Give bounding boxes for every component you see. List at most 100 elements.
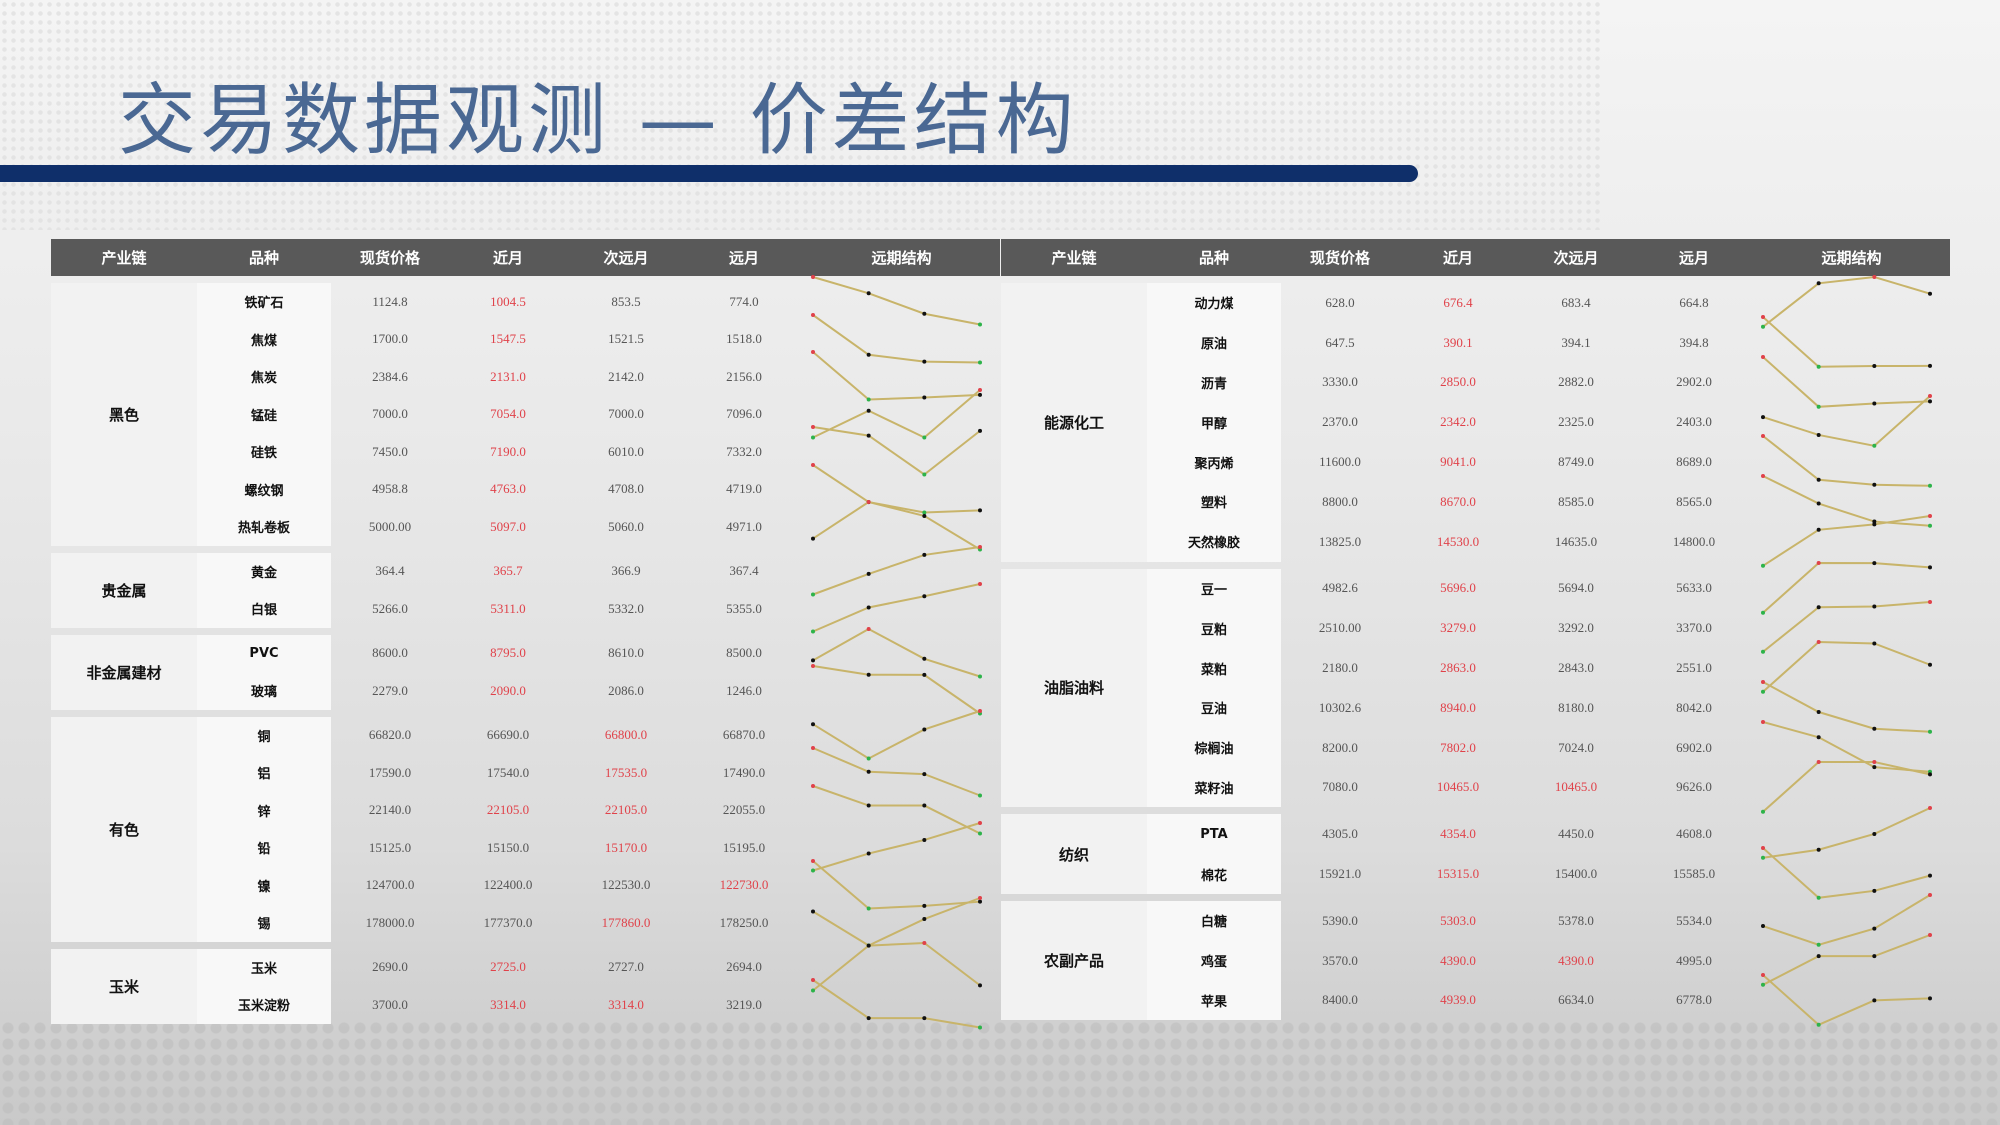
header-cell: 次远月 <box>1553 249 1599 267</box>
spot-price: 7080.0 <box>1322 779 1358 795</box>
sparkline-line <box>1762 475 1931 527</box>
group-rows: 黄金 364.4 365.7 366.9 367.4 白银 5266.0 5311.0 5332… <box>197 544 1000 634</box>
variety-name: 玻璃 <box>197 672 331 710</box>
variety-name: 镍 <box>197 866 331 904</box>
spot-price: 8800.0 <box>1322 493 1358 509</box>
near-month: 1004.5 <box>490 293 526 309</box>
sparkline-point <box>978 392 982 397</box>
near-month: 8940.0 <box>1440 699 1476 715</box>
sparkline-max-point <box>1761 719 1765 724</box>
sparkline-point <box>866 571 871 576</box>
forward-structure-sparkline <box>811 350 982 402</box>
table-row: 铝 17590.0 17540.0 17535.0 17490.0 <box>197 746 1000 798</box>
sparkline-point <box>1872 401 1877 406</box>
next-month: 853.5 <box>611 293 641 309</box>
sparkline-line <box>812 859 981 910</box>
far-month: 5633.0 <box>1676 580 1712 596</box>
far-month: 6778.0 <box>1676 992 1712 1008</box>
table-row: 豆一 4982.6 5696.0 5694.0 5633.0 <box>1147 560 1950 615</box>
forward-structure-sparkline <box>811 978 982 1030</box>
sparkline-point <box>1872 726 1877 731</box>
sparkline-max-point <box>1928 513 1932 518</box>
sparkline-min-point <box>978 322 982 327</box>
sparkline-point <box>866 433 871 438</box>
far-month: 4971.0 <box>726 518 762 534</box>
sparkline-line <box>1762 720 1931 773</box>
table-row: 原油 647.5 390.1 394.1 394.8 <box>1147 314 1950 369</box>
sparkline-point <box>978 899 982 904</box>
sparkline-point <box>811 657 815 662</box>
sparkline-line <box>812 388 981 439</box>
forward-structure-cell <box>803 746 1000 798</box>
sparkline-max-point <box>811 462 815 467</box>
variety-name: 玉米淀粉 <box>197 986 331 1024</box>
variety-name: 白糖 <box>1147 900 1281 941</box>
sparkline-point <box>811 721 815 726</box>
table-row: 塑料 8800.0 8670.0 8585.0 8565.0 <box>1147 473 1950 528</box>
forward-structure-cell <box>803 350 1000 402</box>
near-month: 5303.0 <box>1440 912 1476 928</box>
sparkline-point <box>866 352 871 357</box>
forward-structure-sparkline <box>1761 354 1932 409</box>
forward-structure-cell <box>1753 759 1950 814</box>
sparkline-point <box>1816 501 1821 506</box>
sparkline-line <box>1762 894 1931 946</box>
header-cell: 远月 <box>728 249 759 267</box>
near-month: 2131.0 <box>490 368 526 384</box>
far-month: 4719.0 <box>726 481 762 497</box>
industry-chain-name: 纺织 <box>1001 814 1147 894</box>
table-row: 铜 66820.0 66690.0 66800.0 66870.0 <box>197 708 1000 760</box>
sparkline-point <box>1816 848 1821 853</box>
table-header: 产业链 品种 现货价格 近月 次远月 远月 远期结构 <box>51 239 1000 276</box>
sparkline-min-point <box>811 592 815 596</box>
sparkline-max-point <box>978 582 982 586</box>
far-month: 15195.0 <box>722 839 766 855</box>
forward-structure-sparkline <box>811 783 982 835</box>
near-month: 3314.0 <box>490 996 526 1012</box>
spot-price: 628.0 <box>1325 294 1355 310</box>
header-cell: 近月 <box>1442 249 1473 267</box>
next-month: 683.4 <box>1561 294 1591 310</box>
near-month: 3279.0 <box>1440 620 1476 636</box>
industry-chain-name: 有色 <box>51 716 197 942</box>
sparkline-max-point <box>1816 560 1821 565</box>
sparkline-min-point <box>1761 856 1765 861</box>
sparkline-point <box>922 803 927 808</box>
near-month: 22105.0 <box>486 802 530 818</box>
variety-name: PTA <box>1147 814 1281 855</box>
sparkline-point <box>811 536 815 541</box>
sparkline-min-point <box>922 435 927 439</box>
next-month: 122530.0 <box>601 877 651 893</box>
spot-price: 10302.6 <box>1318 699 1362 715</box>
sparkline-max-point <box>811 858 815 863</box>
forward-structure-cell <box>1753 972 1950 1027</box>
sparkline-point <box>1872 522 1877 527</box>
table-row: 铅 15125.0 15150.0 15170.0 15195.0 <box>197 821 1000 873</box>
near-month: 5311.0 <box>490 600 526 616</box>
sparkline-line <box>812 784 981 834</box>
sparkline-min-point <box>811 988 815 992</box>
next-month: 366.9 <box>611 563 641 579</box>
header-cell: 次远月 <box>603 249 649 267</box>
forward-structure-cell <box>803 275 1000 327</box>
variety-name: 苹果 <box>1147 980 1281 1021</box>
sparkline-max-point <box>1872 759 1877 764</box>
spot-price: 2510.00 <box>1318 620 1362 636</box>
spot-price: 2690.0 <box>372 959 408 975</box>
sparkline-max-point <box>1928 806 1932 811</box>
table-row: 焦炭 2384.6 2131.0 2142.0 2156.0 <box>197 350 1000 402</box>
header-cell: 产业链 <box>1051 249 1097 267</box>
group-rows: 豆一 4982.6 5696.0 5694.0 5633.0 豆粕 2510.00 3279.… <box>1147 560 1950 814</box>
far-month: 1246.0 <box>726 682 762 698</box>
group-rows: 铁矿石 1124.8 1004.5 853.5 774.0 焦煤 1700.0 1547.5 1… <box>197 275 1000 552</box>
far-month: 66870.0 <box>722 727 766 743</box>
next-month: 3292.0 <box>1558 620 1594 636</box>
near-month: 5696.0 <box>1440 580 1476 596</box>
spot-price: 15921.0 <box>1318 866 1362 882</box>
variety-name: 甲醇 <box>1147 402 1281 443</box>
spot-price: 22140.0 <box>368 802 412 818</box>
forward-structure-cell <box>803 387 1000 439</box>
far-month: 17490.0 <box>722 764 766 780</box>
sparkline-line <box>812 979 981 1029</box>
sparkline-point <box>1872 997 1877 1002</box>
